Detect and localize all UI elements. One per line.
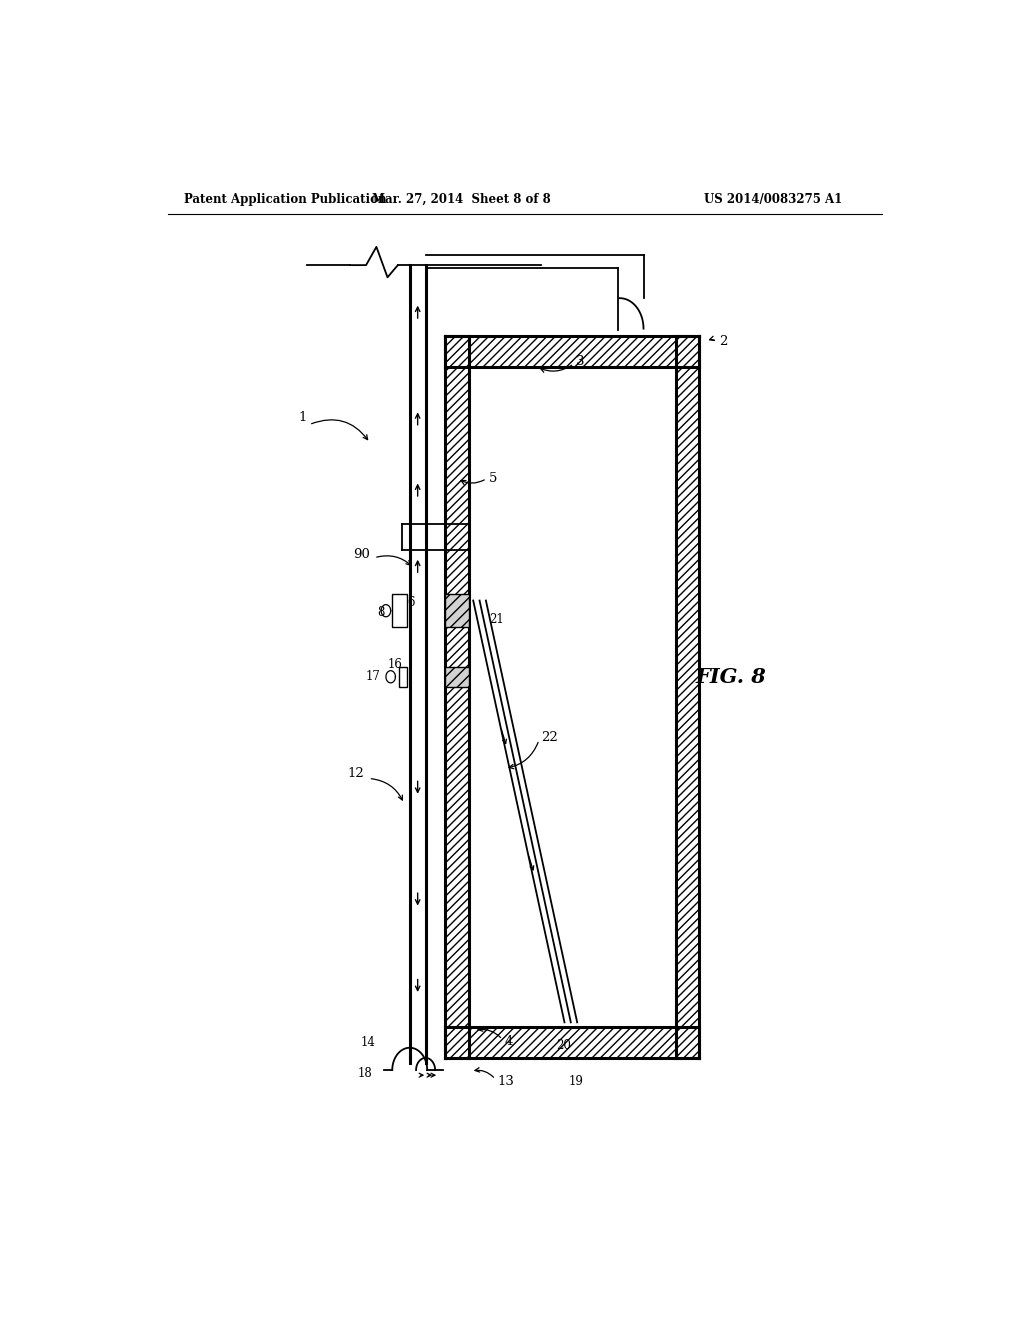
Text: 2: 2 [719,335,728,348]
Text: Mar. 27, 2014  Sheet 8 of 8: Mar. 27, 2014 Sheet 8 of 8 [372,193,551,206]
Text: 13: 13 [497,1074,514,1088]
Bar [445,337,699,367]
Text: 14: 14 [360,1036,376,1049]
Bar [445,594,469,627]
Bar [392,594,407,627]
Text: 4: 4 [504,1035,513,1048]
Text: 1: 1 [298,411,307,424]
Text: 3: 3 [577,355,585,368]
Bar [445,337,469,1057]
Text: Patent Application Publication: Patent Application Publication [183,193,386,206]
Text: 5: 5 [489,473,498,484]
Text: 16: 16 [388,659,402,671]
Text: FIG. 8: FIG. 8 [695,667,767,686]
Bar [445,1027,699,1057]
Text: 20: 20 [557,1039,571,1052]
Text: 19: 19 [568,1074,584,1088]
Text: 90: 90 [353,548,370,561]
Text: 8: 8 [377,606,384,619]
Text: 7: 7 [452,597,460,609]
Bar [676,337,699,1057]
Text: 18: 18 [357,1067,373,1080]
Text: US 2014/0083275 A1: US 2014/0083275 A1 [703,193,842,206]
Bar [398,667,407,686]
Text: 12: 12 [348,767,365,780]
Text: 10: 10 [447,678,463,692]
Text: 22: 22 [541,731,557,744]
Text: 6: 6 [408,597,415,609]
Text: 21: 21 [489,614,504,627]
Text: 17: 17 [366,671,380,684]
Bar [445,667,469,686]
